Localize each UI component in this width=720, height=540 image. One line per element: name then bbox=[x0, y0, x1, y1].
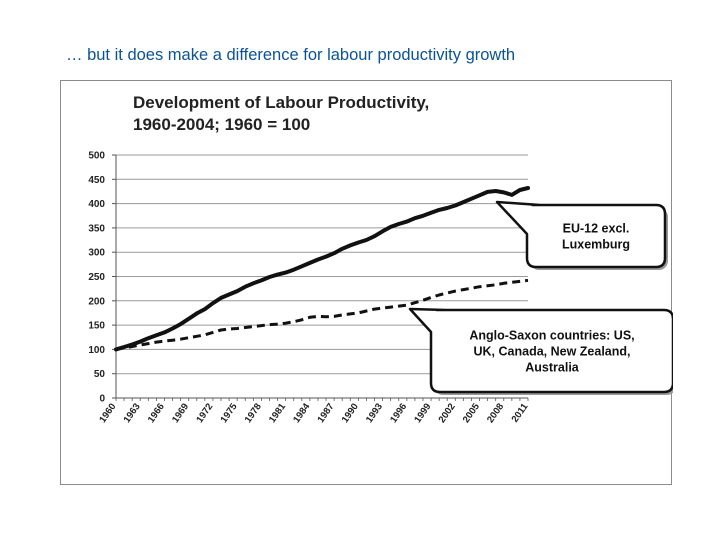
x-tick-label: 1960 bbox=[97, 401, 118, 425]
x-tick-label: 1993 bbox=[364, 401, 385, 425]
y-tick-label: 150 bbox=[88, 321, 105, 332]
x-tick-label: 1975 bbox=[218, 401, 240, 425]
x-tick-label: 1987 bbox=[315, 401, 336, 425]
callout-text-line: Luxemburg bbox=[562, 238, 630, 252]
x-tick-label: 2005 bbox=[461, 401, 483, 425]
callout-1: Anglo-Saxon countries: US, UK, Canada, Ne… bbox=[408, 307, 673, 395]
y-tick-labels: 0 50 100 150 200 250 300 350 400 450 500 bbox=[88, 151, 105, 405]
y-tick-label: 500 bbox=[88, 151, 105, 162]
callout-text-line: EU-12 excl. bbox=[563, 222, 630, 236]
x-tick-label: 1981 bbox=[267, 401, 289, 425]
x-tick-label: 1996 bbox=[388, 401, 409, 425]
callout-text-line: UK, Canada, New Zealand, bbox=[474, 345, 631, 359]
x-tick-label: 2002 bbox=[437, 401, 458, 425]
x-tick-label: 1978 bbox=[243, 401, 264, 425]
x-tick-label: 2008 bbox=[485, 401, 506, 425]
gridlines bbox=[116, 154, 528, 375]
chart-title-line-1: Development of Labour Productivity, bbox=[133, 93, 429, 112]
callout-balloon bbox=[408, 307, 673, 394]
callout-text-line: Anglo-Saxon countries: US, bbox=[469, 329, 634, 343]
x-tick-label: 1963 bbox=[122, 401, 143, 425]
series-line-0 bbox=[114, 186, 530, 352]
x-tick-label: 1999 bbox=[412, 401, 433, 425]
y-tick-label: 50 bbox=[94, 369, 106, 380]
y-tick-label: 200 bbox=[88, 296, 105, 307]
slide-title: … but it does make a difference for labo… bbox=[66, 46, 516, 64]
x-tick-labels: 1960 1963 1966 1969 1972 1975 1978 1981 1984 1987… bbox=[97, 401, 531, 425]
x-tick-label: 1969 bbox=[170, 401, 191, 425]
y-tick-label: 450 bbox=[88, 175, 105, 186]
line-chart: Development of Labour Productivity, 1960… bbox=[88, 93, 673, 425]
x-tick-label: 1966 bbox=[146, 401, 167, 425]
x-tick-label: 1972 bbox=[194, 401, 215, 425]
y-tick-label: 400 bbox=[88, 199, 105, 210]
series-line-1 bbox=[115, 278, 529, 351]
y-tick-label: 300 bbox=[88, 248, 105, 259]
x-tick-label: 1990 bbox=[340, 401, 361, 425]
callout-balloon bbox=[495, 200, 667, 269]
x-tick-label: 2011 bbox=[510, 401, 531, 425]
callout-text-line: Australia bbox=[525, 361, 580, 375]
y-tick-label: 350 bbox=[88, 223, 105, 234]
chart-frame: Development of Labour Productivity, 1960… bbox=[60, 80, 673, 485]
y-tick-label: 250 bbox=[88, 272, 105, 283]
callout-0: EU-12 excl. Luxemburg bbox=[495, 200, 668, 270]
y-tick-label: 0 bbox=[99, 394, 105, 405]
y-tick-label: 100 bbox=[88, 345, 105, 356]
chart-title-line-2: 1960-2004; 1960 = 100 bbox=[133, 115, 310, 134]
callouts: EU-12 excl. Luxemburg Anglo-Saxon countrie… bbox=[408, 200, 673, 395]
x-tick-label: 1984 bbox=[291, 401, 313, 425]
series-lines bbox=[114, 186, 530, 352]
